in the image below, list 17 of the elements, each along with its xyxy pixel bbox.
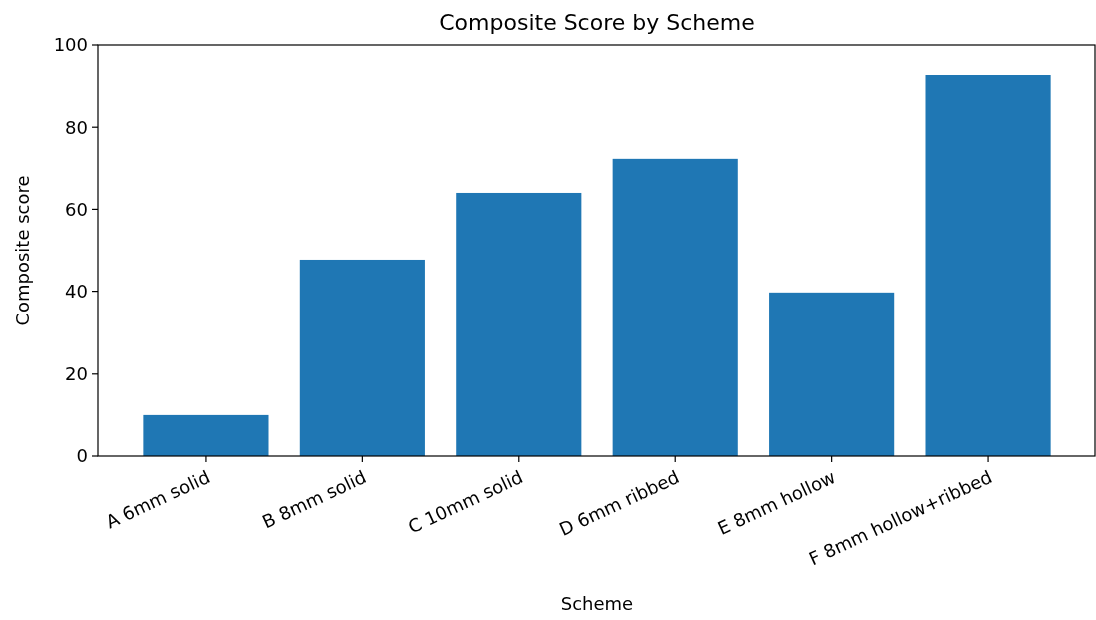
bar	[612, 158, 738, 456]
y-tick-label: 40	[65, 280, 88, 302]
bar	[299, 259, 425, 456]
bar	[456, 192, 582, 456]
y-tick-label: 20	[65, 363, 88, 385]
y-tick-label: 100	[53, 34, 88, 56]
x-axis-title: Scheme	[560, 593, 634, 614]
x-tick-label: B 8mm solid	[258, 466, 370, 533]
y-tick-label: 0	[76, 445, 88, 467]
chart-title: Composite Score by Scheme	[439, 10, 755, 35]
y-tick-label: 80	[65, 116, 88, 138]
y-axis-title: Composite score	[12, 175, 33, 326]
y-tick-label: 60	[65, 198, 88, 220]
bar	[143, 414, 269, 456]
bar	[925, 75, 1051, 456]
bar	[769, 292, 895, 456]
x-tick-label: A 6mm solid	[102, 466, 213, 533]
